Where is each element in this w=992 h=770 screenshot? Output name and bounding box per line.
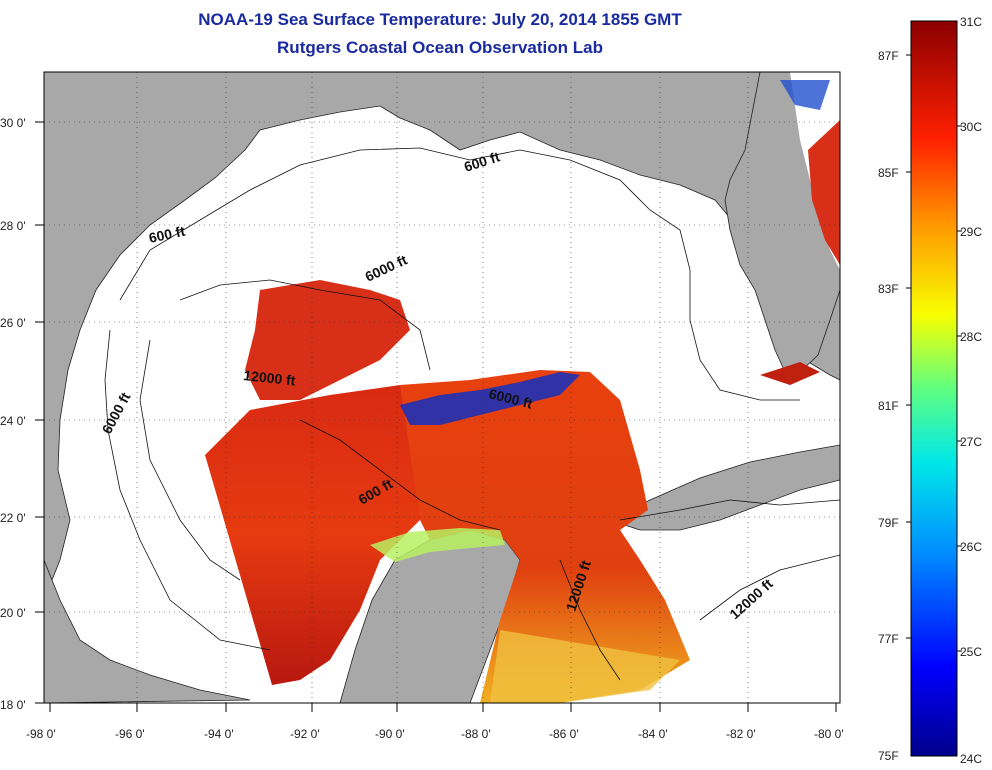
lat-label: 30 0' [0,116,26,130]
lat-label: 18 0' [0,698,26,712]
longitude-labels: -98 0' -96 0' -94 0' -92 0' -90 0' -88 0… [26,727,844,741]
lon-label: -84 0' [638,727,668,741]
colorbar [910,20,958,757]
fahrenheit-label: 85F [878,166,899,180]
lat-label: 28 0' [0,219,26,233]
colorbar-ticks [906,54,962,652]
celsius-label: 31C [960,15,982,29]
fahrenheit-label: 87F [878,49,899,63]
cuba [608,444,840,531]
sst-florida-east [808,120,840,265]
celsius-label: 27C [960,435,982,449]
sst-florida-blue [780,80,830,110]
map-subtitle: Rutgers Coastal Ocean Observation Lab [277,38,603,57]
fahrenheit-label: 79F [878,516,899,530]
lon-label: -92 0' [290,727,320,741]
sst-north-patch [245,280,410,400]
lat-label: 26 0' [0,316,26,330]
celsius-label: 28C [960,330,982,344]
celsius-label: 29C [960,225,982,239]
bathymetry-contours [104,147,840,681]
sst-swath-east [400,370,690,703]
lon-label: -80 0' [814,727,844,741]
latitude-labels: 30 0' 28 0' 26 0' 24 0' 22 0' 20 0' 18 0… [0,116,26,712]
lat-label: 24 0' [0,414,26,428]
celsius-label: 24C [960,752,982,766]
mexico-land [44,559,251,703]
map-area [44,72,840,703]
axis-ticks [35,121,837,712]
lat-label: 20 0' [0,606,26,620]
sst-cool-band [370,528,505,562]
fahrenheit-label: 75F [878,749,899,763]
lon-label: -90 0' [375,727,405,741]
lon-label: -86 0' [549,727,579,741]
celsius-label: 26C [960,540,982,554]
colorbar-celsius-labels: 31C 30C 29C 28C 27C 26C 25C 24C [960,15,982,766]
celsius-label: 25C [960,645,982,659]
sst-keys [760,362,820,385]
map-frame [43,71,841,704]
lon-label: -94 0' [204,727,234,741]
fahrenheit-label: 81F [878,399,899,413]
lon-label: -88 0' [461,727,491,741]
map-title: NOAA-19 Sea Surface Temperature: July 20… [198,10,682,29]
lon-label: -96 0' [115,727,145,741]
colorbar-fahrenheit-labels: 87F 85F 83F 81F 79F 77F 75F [878,49,899,763]
lon-label: -98 0' [26,727,56,741]
contour-label: 12000 ft [243,367,297,388]
fahrenheit-label: 83F [878,282,899,296]
fahrenheit-label: 77F [878,632,899,646]
lat-label: 22 0' [0,511,26,525]
contour-label: 600 ft [147,223,186,246]
sst-yellow-south [490,630,680,703]
lon-label: -82 0' [726,727,756,741]
sst-cold-front [400,372,580,425]
celsius-label: 30C [960,120,982,134]
graticule [44,72,840,703]
